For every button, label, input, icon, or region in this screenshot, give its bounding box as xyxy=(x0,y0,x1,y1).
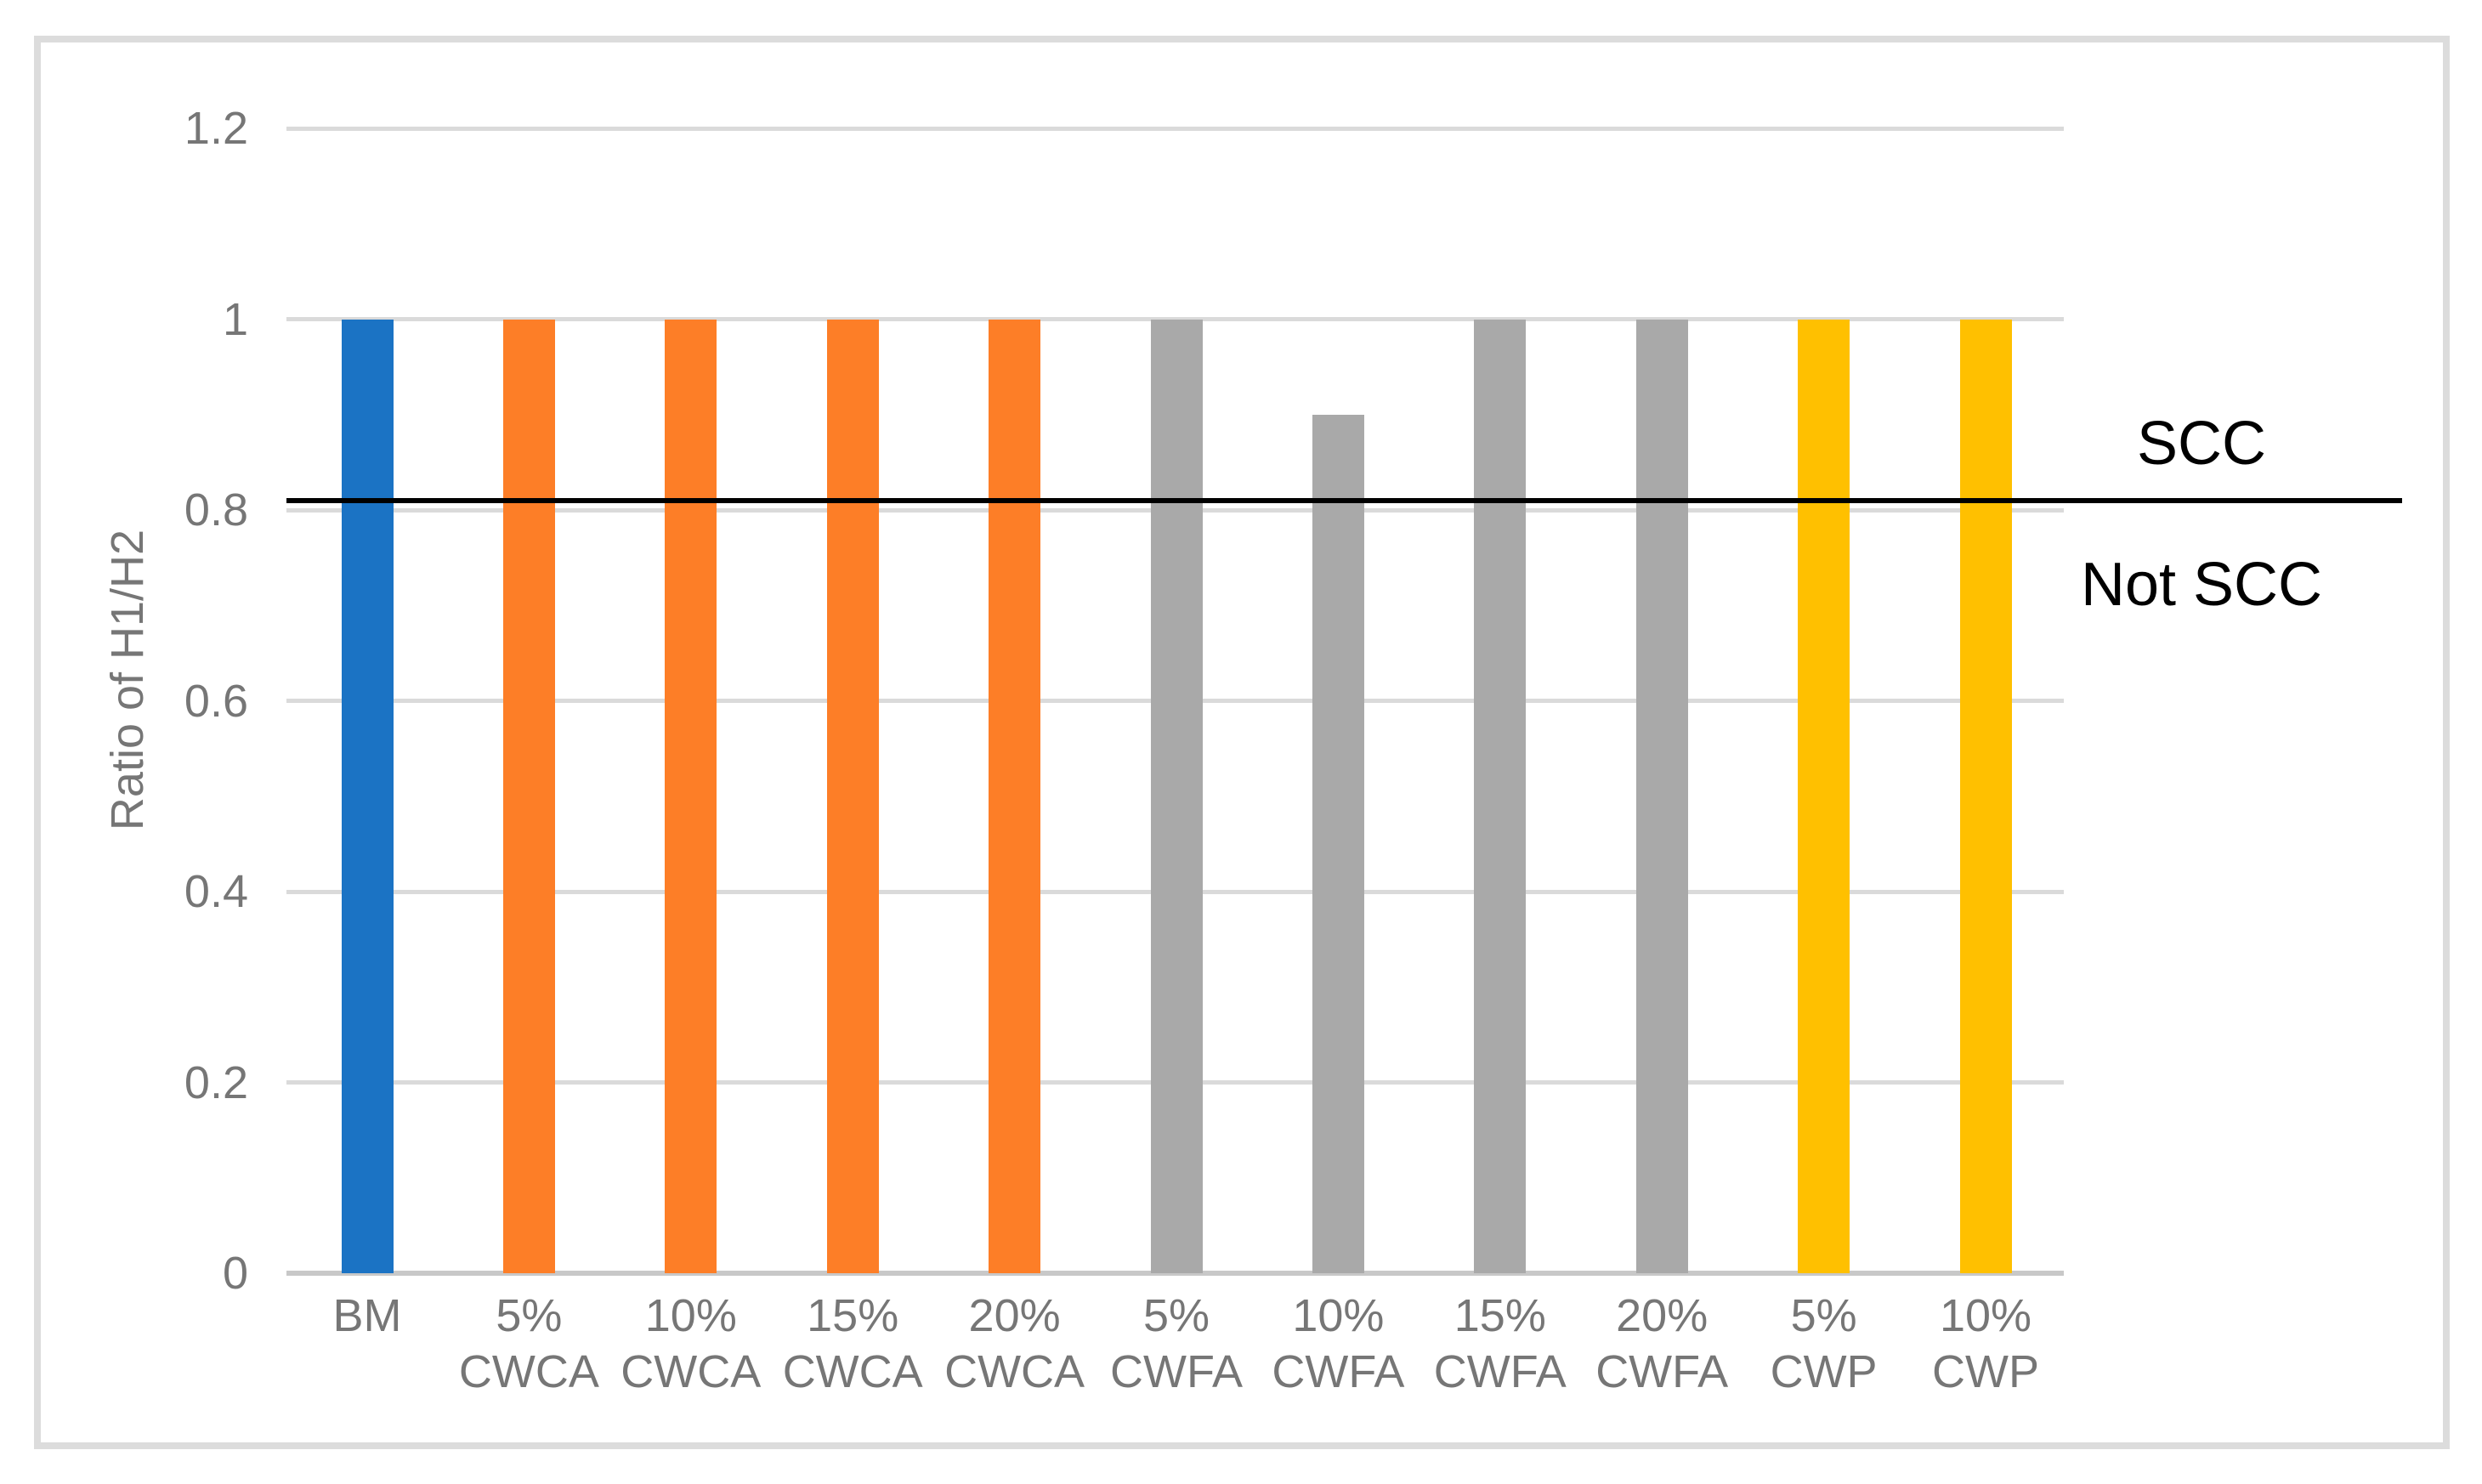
x-category-label-10-cwp: 10% CWP xyxy=(1932,1290,2039,1397)
y-tick-label: 1.2 xyxy=(184,103,248,154)
bar-20-cwfa xyxy=(1635,319,1688,1273)
scc-label: SCC xyxy=(2136,410,2267,478)
y-tick-label: 0.4 xyxy=(184,866,248,917)
bar-15-cwfa xyxy=(1474,319,1527,1273)
not-scc-label: Not SCC xyxy=(2080,551,2323,619)
x-category-label-15-cwca: 15% CWCA xyxy=(782,1290,923,1397)
y-tick-label: 0.8 xyxy=(184,484,248,535)
x-category-label-20-cwfa: 20% CWFA xyxy=(1595,1290,1729,1397)
bar-20-cwca xyxy=(989,319,1041,1273)
scc-threshold-line xyxy=(286,497,2402,503)
x-category-label-10-cwfa: 10% CWFA xyxy=(1272,1290,1405,1397)
bar-5-cwca xyxy=(502,319,555,1273)
x-category-label-5-cwp: 5% CWP xyxy=(1770,1290,1878,1397)
x-category-label-5-cwfa: 5% CWFA xyxy=(1110,1290,1243,1397)
bar-5-cwp xyxy=(1798,319,1850,1273)
x-axis-line xyxy=(286,1271,2064,1276)
y-tick-label: 0.2 xyxy=(184,1056,248,1108)
bar-5-cwfa xyxy=(1150,319,1203,1273)
y-tick-label: 0 xyxy=(222,1248,248,1299)
bar-10-cwca xyxy=(665,319,717,1273)
x-category-label-10-cwca: 10% CWCA xyxy=(620,1290,762,1397)
x-category-label-5-cwca: 5% CWCA xyxy=(458,1290,599,1397)
x-category-label-bm: BM xyxy=(332,1290,402,1341)
gridline xyxy=(286,126,2064,131)
chart-frame xyxy=(34,36,2450,1449)
y-tick-label: 0.6 xyxy=(184,675,248,727)
bar-10-cwfa xyxy=(1312,414,1364,1273)
bar-10-cwp xyxy=(1959,319,2012,1273)
y-tick-label: 1 xyxy=(222,293,248,345)
bar-15-cwca xyxy=(826,319,879,1273)
x-category-label-15-cwfa: 15% CWFA xyxy=(1433,1290,1567,1397)
bar-bm xyxy=(341,319,394,1273)
x-category-label-20-cwca: 20% CWCA xyxy=(944,1290,1085,1397)
